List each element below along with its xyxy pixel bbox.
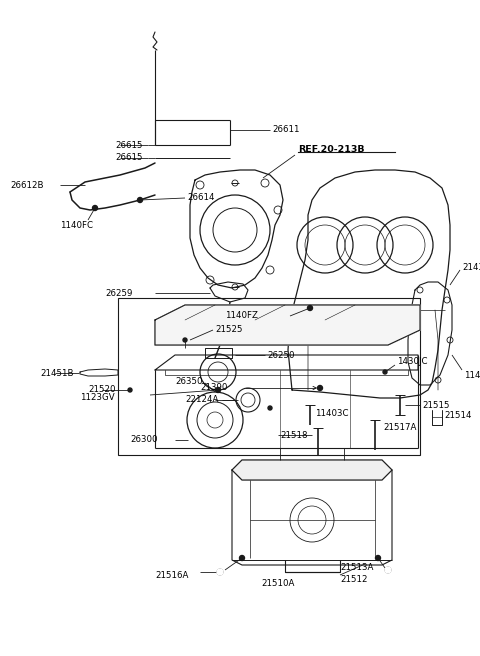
Text: 26615: 26615 bbox=[115, 140, 143, 150]
Text: REF.20-213B: REF.20-213B bbox=[298, 146, 364, 155]
Text: 1140FZ: 1140FZ bbox=[225, 312, 258, 321]
Circle shape bbox=[216, 388, 220, 392]
Text: 21514: 21514 bbox=[444, 411, 471, 420]
Circle shape bbox=[183, 338, 187, 342]
Text: 21515: 21515 bbox=[422, 401, 449, 409]
Text: 21512: 21512 bbox=[340, 575, 368, 584]
Text: 26250: 26250 bbox=[267, 350, 295, 359]
Text: 1123GV: 1123GV bbox=[80, 392, 115, 401]
Text: 26259: 26259 bbox=[105, 289, 132, 298]
Text: 21518: 21518 bbox=[280, 430, 308, 440]
Text: 26300: 26300 bbox=[130, 436, 157, 445]
Circle shape bbox=[137, 197, 143, 203]
Text: 11403C: 11403C bbox=[315, 409, 348, 417]
Text: 21520: 21520 bbox=[88, 386, 116, 394]
Polygon shape bbox=[155, 305, 420, 345]
Text: 21390: 21390 bbox=[200, 384, 228, 392]
Text: 21451B: 21451B bbox=[40, 369, 73, 377]
Circle shape bbox=[268, 406, 272, 410]
Text: 21525: 21525 bbox=[215, 325, 242, 335]
Text: 22124A: 22124A bbox=[185, 396, 218, 405]
Polygon shape bbox=[232, 460, 392, 480]
Text: 1430JC: 1430JC bbox=[397, 358, 428, 367]
Circle shape bbox=[93, 205, 97, 211]
Text: 21510A: 21510A bbox=[261, 579, 295, 588]
Text: 26612B: 26612B bbox=[10, 180, 44, 190]
Circle shape bbox=[217, 569, 223, 575]
Circle shape bbox=[128, 388, 132, 392]
Circle shape bbox=[383, 370, 387, 374]
Text: 21516A: 21516A bbox=[155, 571, 188, 579]
Bar bbox=[118, 298, 420, 455]
Text: 26615: 26615 bbox=[115, 154, 143, 163]
Circle shape bbox=[375, 556, 381, 560]
Text: 1140FC: 1140FC bbox=[60, 220, 93, 230]
Circle shape bbox=[385, 567, 391, 573]
Circle shape bbox=[240, 556, 244, 560]
Circle shape bbox=[317, 386, 323, 390]
Text: 21513A: 21513A bbox=[340, 564, 373, 573]
Text: 26611: 26611 bbox=[272, 125, 300, 134]
Text: 21517A: 21517A bbox=[383, 424, 416, 432]
Text: 1140EJ: 1140EJ bbox=[464, 371, 480, 380]
Text: 26614: 26614 bbox=[187, 194, 215, 203]
Text: 26350: 26350 bbox=[175, 377, 203, 386]
Circle shape bbox=[308, 306, 312, 310]
Text: 21431: 21431 bbox=[462, 264, 480, 272]
